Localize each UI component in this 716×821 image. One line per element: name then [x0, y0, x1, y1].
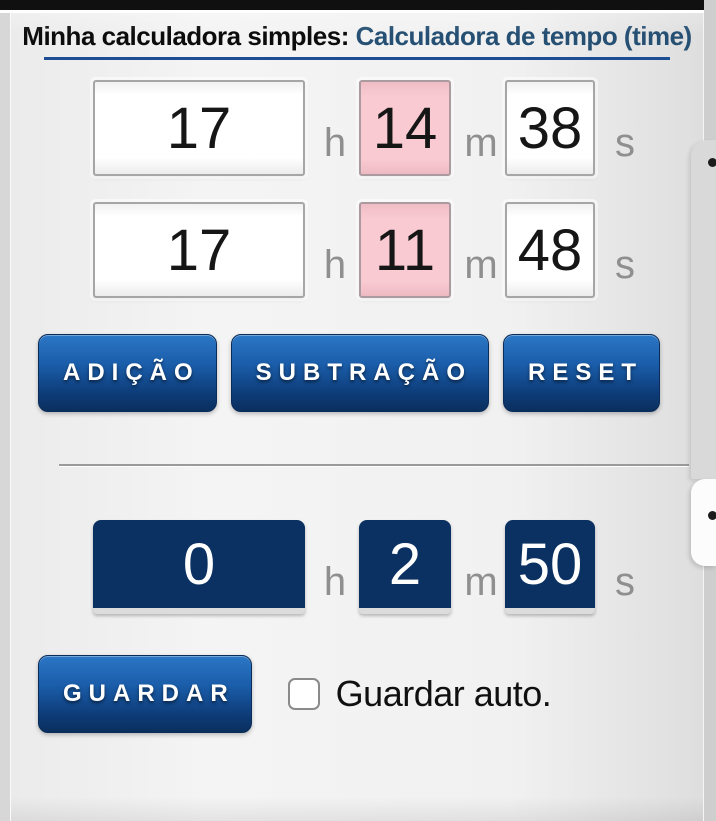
time-input-row-1: h m s — [93, 80, 703, 176]
time1-seconds-input[interactable] — [505, 80, 595, 176]
time-input-row-2: h m s — [93, 202, 703, 298]
hours-unit-label: h — [323, 120, 347, 165]
page-title: Minha calculadora simples: Calculadora d… — [11, 21, 703, 51]
save-row: GUARDAR Guardar auto. — [38, 655, 703, 733]
minutes-unit-label: m — [464, 120, 498, 165]
minutes-unit-label: m — [464, 559, 498, 604]
hours-unit-label: h — [323, 559, 347, 604]
seconds-unit-label: s — [615, 120, 635, 165]
result-minutes-value: 2 — [359, 520, 451, 614]
hours-unit-label: h — [323, 242, 347, 287]
title-underline — [44, 57, 670, 60]
page-title-subtitle: Calculadora de tempo (time) — [355, 21, 693, 51]
save-auto-checkbox[interactable] — [287, 678, 320, 710]
edge-indicator-dot — [708, 158, 716, 167]
seconds-unit-label: s — [615, 242, 635, 287]
addition-button[interactable]: ADIÇÃO — [38, 334, 217, 412]
action-button-row: ADIÇÃO SUBTRAÇÃO RESET — [38, 334, 703, 412]
app-background: Minha calculadora simples: Calculadora d… — [10, 0, 704, 821]
side-panel-handle[interactable] — [691, 479, 716, 566]
time2-seconds-input[interactable] — [505, 202, 595, 298]
reset-button[interactable]: RESET — [503, 334, 661, 412]
result-row: 0 h 2 m 50 s — [93, 519, 703, 615]
result-seconds-value: 50 — [505, 520, 595, 614]
top-black-bar — [0, 0, 704, 13]
time2-minutes-input[interactable] — [359, 202, 451, 298]
result-hours-value: 0 — [93, 520, 305, 614]
edge-indicator-dot — [708, 511, 716, 520]
page-title-separator: : — [340, 21, 356, 51]
save-button[interactable]: GUARDAR — [38, 655, 252, 733]
time1-minutes-input[interactable] — [359, 80, 451, 176]
time1-hours-input[interactable] — [93, 80, 305, 176]
scrollbar-thumb[interactable] — [691, 140, 716, 479]
time2-hours-input[interactable] — [93, 202, 305, 298]
save-auto-label: Guardar auto. — [335, 673, 552, 714]
seconds-unit-label: s — [615, 559, 635, 604]
minutes-unit-label: m — [464, 242, 498, 287]
page-title-main: Minha calculadora simples — [22, 21, 341, 51]
subtraction-button[interactable]: SUBTRAÇÃO — [230, 334, 489, 412]
section-divider — [59, 464, 689, 467]
